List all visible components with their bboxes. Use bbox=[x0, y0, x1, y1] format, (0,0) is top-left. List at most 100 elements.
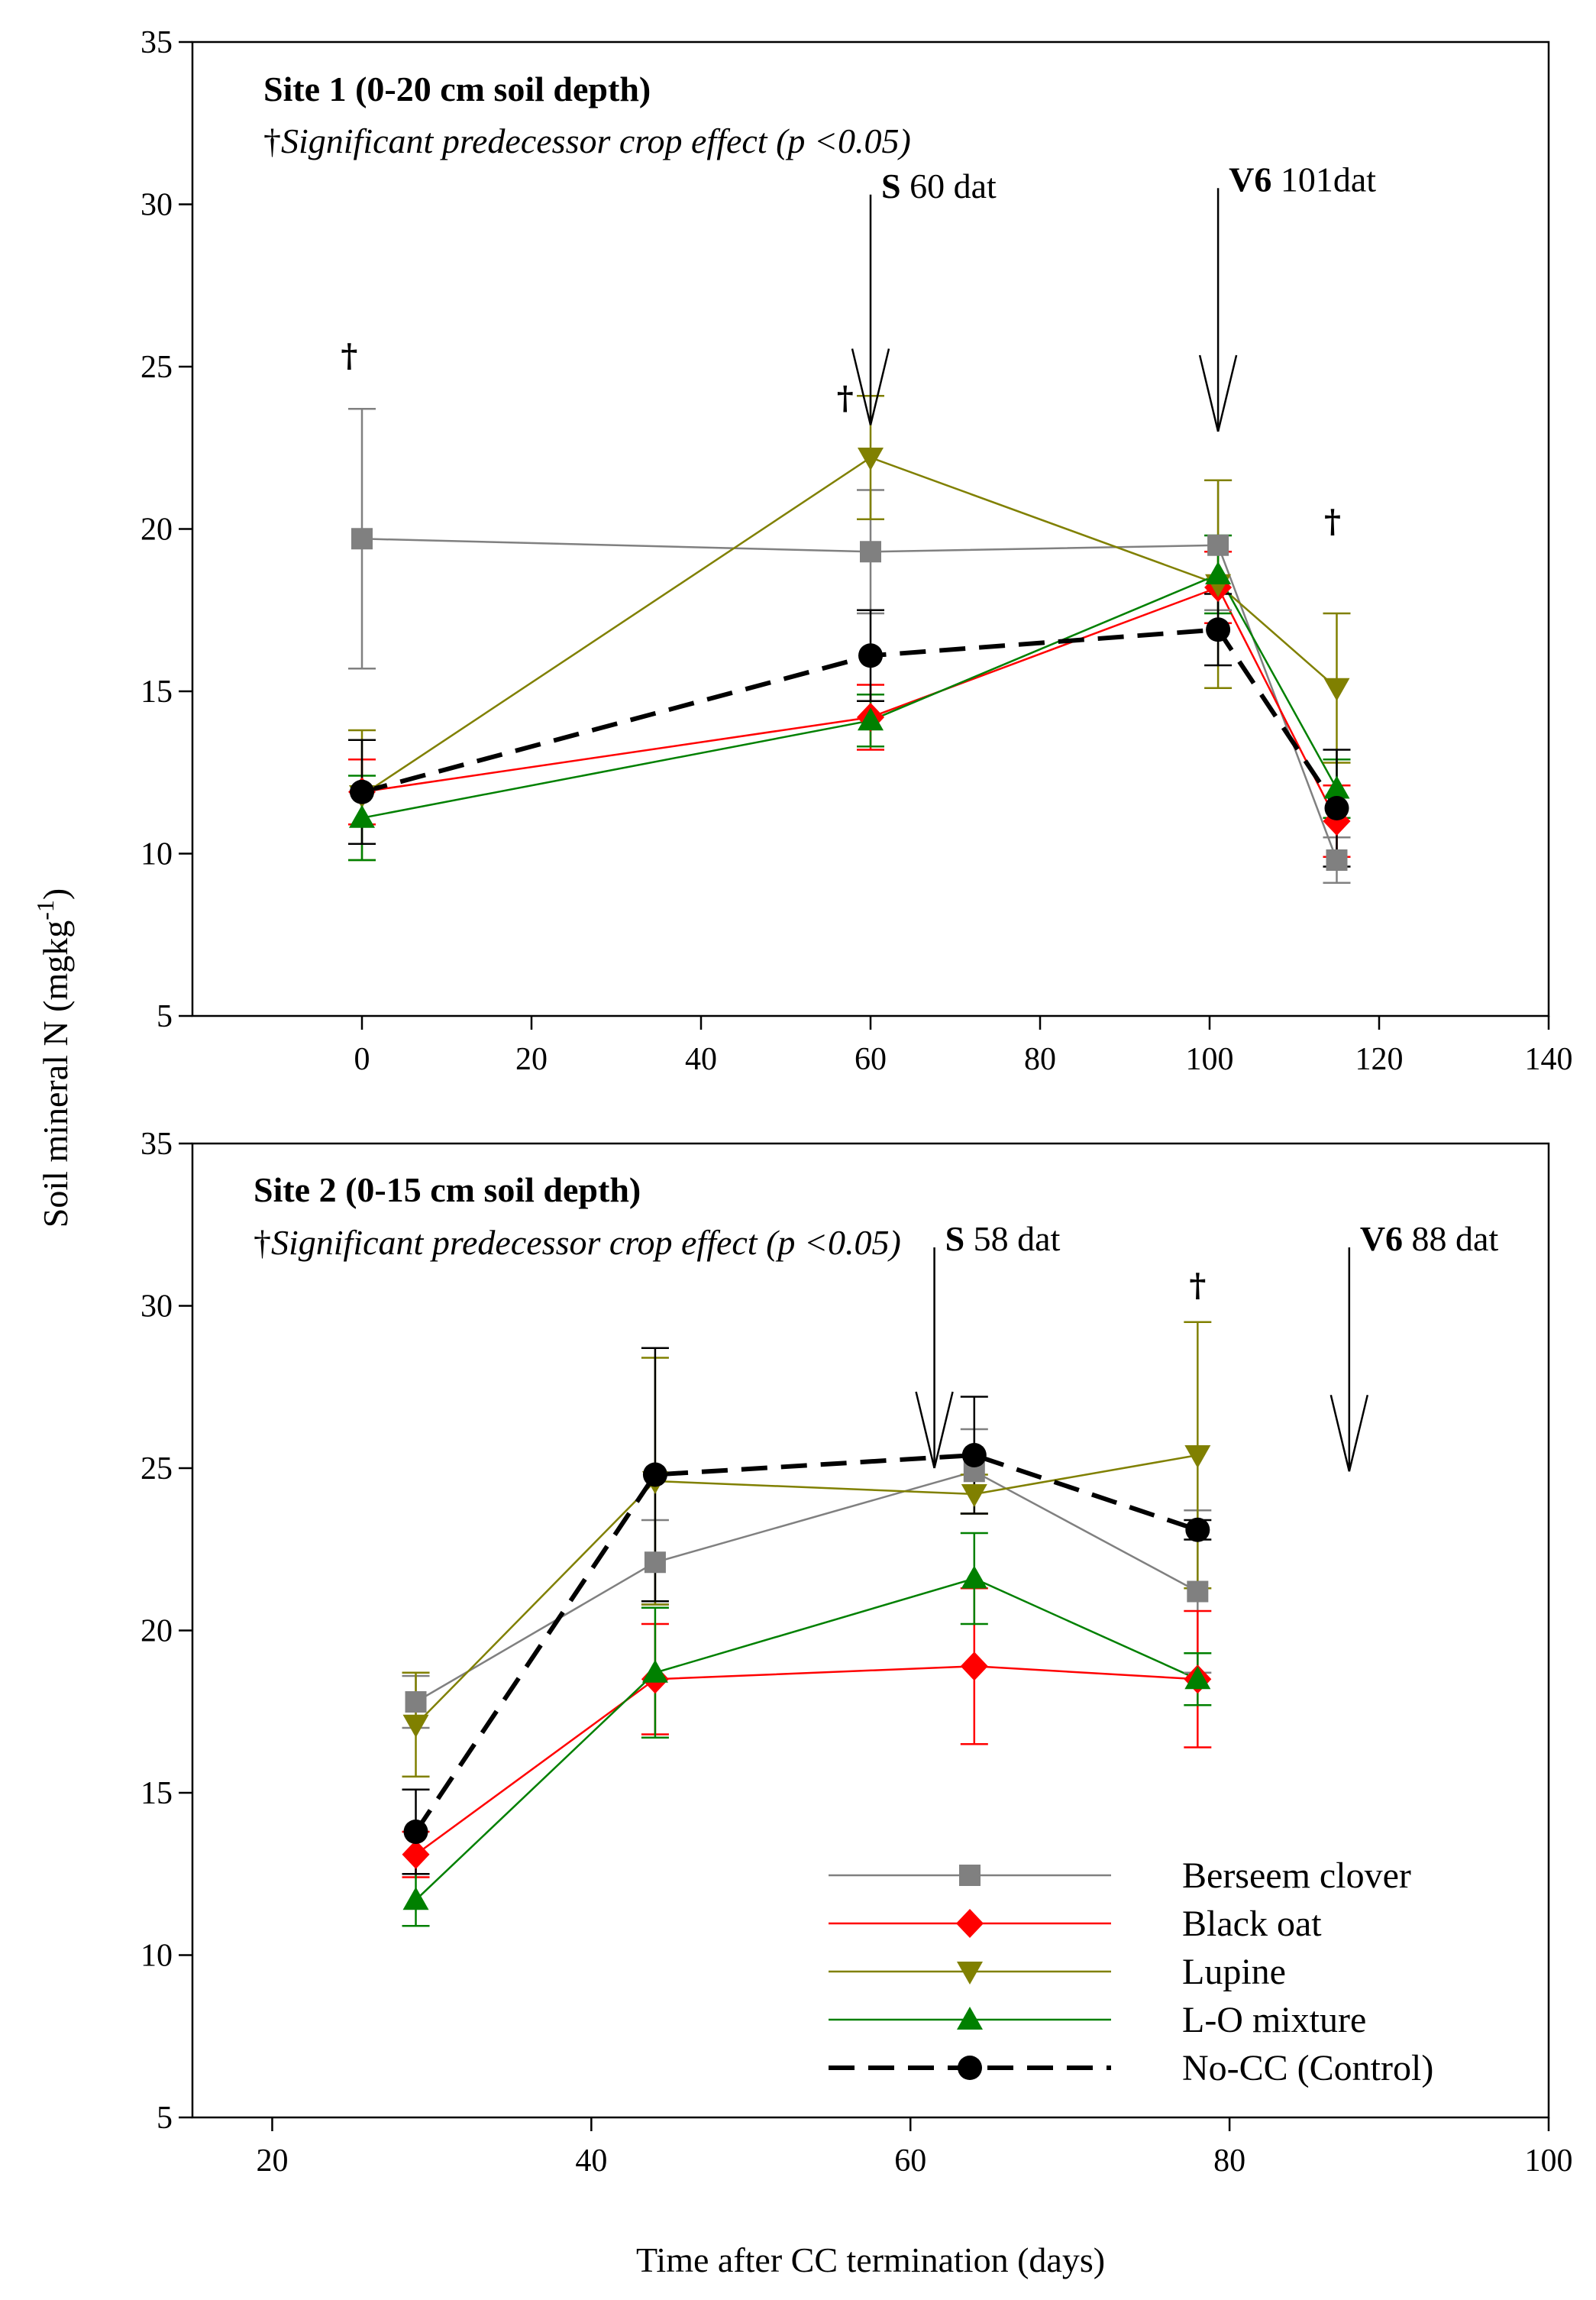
site1-point-berseem bbox=[1207, 534, 1229, 556]
site1-x-tick-label: 100 bbox=[1186, 1042, 1234, 1077]
site2-y-tick-label: 35 bbox=[141, 1127, 173, 1162]
legend-entry-blackoat: Black oat bbox=[829, 1904, 1322, 1944]
site2-stage-arrow-1 bbox=[915, 1247, 954, 1469]
site1-line-lupine bbox=[361, 456, 1338, 797]
legend-marker-blackoat bbox=[956, 1909, 984, 1938]
site2-note-text: Significant predecessor crop effect (p <… bbox=[271, 1223, 901, 1262]
x-axis-title: Time after CC termination (days) bbox=[636, 2240, 1105, 2279]
site1-point-lomix bbox=[1205, 561, 1232, 584]
site1-stage-label-1: S 60 dat bbox=[881, 167, 997, 205]
site2-point-lomix bbox=[1184, 1666, 1211, 1690]
site2-point-blackoat bbox=[960, 1651, 988, 1681]
site1-title: Site 1 (0-20 cm soil depth) bbox=[263, 70, 651, 108]
site1-chart: Site 1 (0-20 cm soil depth) †Significant… bbox=[141, 25, 1573, 1077]
legend-entry-berseem: Berseem clover bbox=[829, 1855, 1411, 1896]
site2-chart: Site 2 (0-15 cm soil depth) †Significant… bbox=[141, 1127, 1573, 2179]
legend-label-control: No-CC (Control) bbox=[1182, 2048, 1433, 2088]
site1-line-control bbox=[361, 627, 1339, 810]
site1-significance-dagger: † bbox=[1324, 503, 1341, 540]
legend: Berseem clover Black oat Lupine L-O mixture… bbox=[829, 1855, 1433, 2088]
site1-y-tick-label: 35 bbox=[141, 25, 173, 60]
site1-x-tick-label: 20 bbox=[515, 1042, 548, 1077]
site2-x-tick-label: 20 bbox=[256, 2143, 288, 2179]
site2-y-tick-label: 10 bbox=[141, 1939, 173, 1974]
site2-line-lupine bbox=[415, 1454, 1198, 1726]
legend-entry-lomix: L-O mixture bbox=[829, 2000, 1366, 2040]
site2-point-lomix bbox=[641, 1659, 668, 1683]
site1-y-tick-label: 20 bbox=[141, 513, 173, 548]
site2-y-tick-label: 20 bbox=[141, 1614, 173, 1649]
site1-point-lupine bbox=[858, 448, 884, 471]
legend-marker-berseem bbox=[959, 1865, 981, 1886]
site2-point-blackoat bbox=[402, 1839, 430, 1869]
site2-stage-arrow-2 bbox=[1329, 1247, 1369, 1472]
site1-y-tick-label: 30 bbox=[141, 188, 173, 223]
site2-y-tick-label: 25 bbox=[141, 1451, 173, 1486]
site1-y-tick-label: 15 bbox=[141, 674, 173, 710]
site2-point-berseem bbox=[644, 1551, 666, 1574]
site2-significance-note: †Significant predecessor crop effect (p … bbox=[254, 1223, 901, 1262]
legend-entry-control: No-CC (Control) bbox=[829, 2048, 1433, 2088]
site2-point-control bbox=[1185, 1517, 1210, 1542]
site1-x-tick-label: 140 bbox=[1525, 1042, 1573, 1077]
y-axis-title-superscript: -1 bbox=[31, 900, 59, 920]
site1-line-blackoat bbox=[361, 586, 1338, 822]
site2-stage-label-1: S 58 dat bbox=[945, 1219, 1061, 1258]
site2-line-blackoat bbox=[415, 1665, 1198, 1855]
site1-point-lomix bbox=[858, 707, 884, 731]
site2-point-berseem bbox=[405, 1691, 427, 1713]
site2-x-tick-label: 60 bbox=[894, 2143, 926, 2179]
site2-point-lomix bbox=[961, 1565, 987, 1589]
site1-point-lomix bbox=[1323, 775, 1350, 799]
site1-note-text: Significant predecessor crop effect (p <… bbox=[281, 121, 911, 160]
site2-line-berseem bbox=[415, 1470, 1198, 1703]
site2-point-control bbox=[961, 1443, 987, 1467]
site1-point-lupine bbox=[1323, 678, 1350, 701]
site2-point-control bbox=[403, 1820, 428, 1844]
site1-point-lomix bbox=[349, 804, 375, 828]
site1-point-control bbox=[350, 779, 374, 804]
site2-x-tick-label: 100 bbox=[1525, 2143, 1573, 2179]
site1-y-tick-label: 25 bbox=[141, 350, 173, 385]
legend-label-lupine: Lupine bbox=[1182, 1952, 1286, 1992]
site2-significance-dagger: † bbox=[1189, 1266, 1206, 1304]
site2-y-tick-label: 30 bbox=[141, 1289, 173, 1325]
site1-x-tick-label: 120 bbox=[1355, 1042, 1404, 1077]
site1-point-berseem bbox=[1326, 849, 1348, 871]
site1-stage-arrow-2 bbox=[1198, 188, 1238, 432]
legend-marker-lupine bbox=[957, 1962, 983, 1985]
site1-y-tick-label: 10 bbox=[141, 837, 173, 872]
site2-point-lomix bbox=[402, 1887, 429, 1910]
site1-stage-label-2: V6 101dat bbox=[1229, 160, 1376, 199]
site1-point-berseem bbox=[860, 541, 881, 563]
site2-point-lupine bbox=[402, 1714, 429, 1738]
site2-y-tick-label: 5 bbox=[157, 2101, 173, 2136]
site1-line-lomix bbox=[361, 573, 1338, 820]
site1-point-control bbox=[1206, 617, 1231, 642]
site1-significance-note: †Significant predecessor crop effect (p … bbox=[263, 121, 911, 160]
site2-point-lupine bbox=[1184, 1445, 1211, 1468]
site2-point-berseem bbox=[1187, 1580, 1209, 1603]
site1-note-dagger: † bbox=[263, 121, 281, 160]
site2-stage-label-2: V6 88 dat bbox=[1360, 1219, 1499, 1258]
site1-x-tick-label: 80 bbox=[1024, 1042, 1056, 1077]
site1-x-tick-label: 60 bbox=[855, 1042, 887, 1077]
site1-point-control bbox=[858, 643, 883, 668]
site2-y-tick-label: 15 bbox=[141, 1776, 173, 1811]
site2-line-lomix bbox=[415, 1577, 1198, 1901]
site1-x-tick-label: 40 bbox=[685, 1042, 717, 1077]
site2-note-dagger: † bbox=[254, 1223, 271, 1262]
legend-marker-lomix bbox=[957, 2007, 983, 2030]
site2-line-control bbox=[414, 1452, 1199, 1833]
site2-title: Site 2 (0-15 cm soil depth) bbox=[254, 1170, 641, 1209]
site2-x-tick-label: 40 bbox=[575, 2143, 607, 2179]
site1-y-tick-label: 5 bbox=[157, 999, 173, 1034]
site1-stage-arrow-1 bbox=[851, 194, 890, 425]
legend-label-blackoat: Black oat bbox=[1182, 1904, 1322, 1944]
site1-significance-dagger: † bbox=[341, 337, 357, 374]
legend-entry-lupine: Lupine bbox=[829, 1952, 1286, 1992]
y-axis-title-end: ) bbox=[36, 888, 75, 900]
legend-label-berseem: Berseem clover bbox=[1182, 1855, 1411, 1896]
